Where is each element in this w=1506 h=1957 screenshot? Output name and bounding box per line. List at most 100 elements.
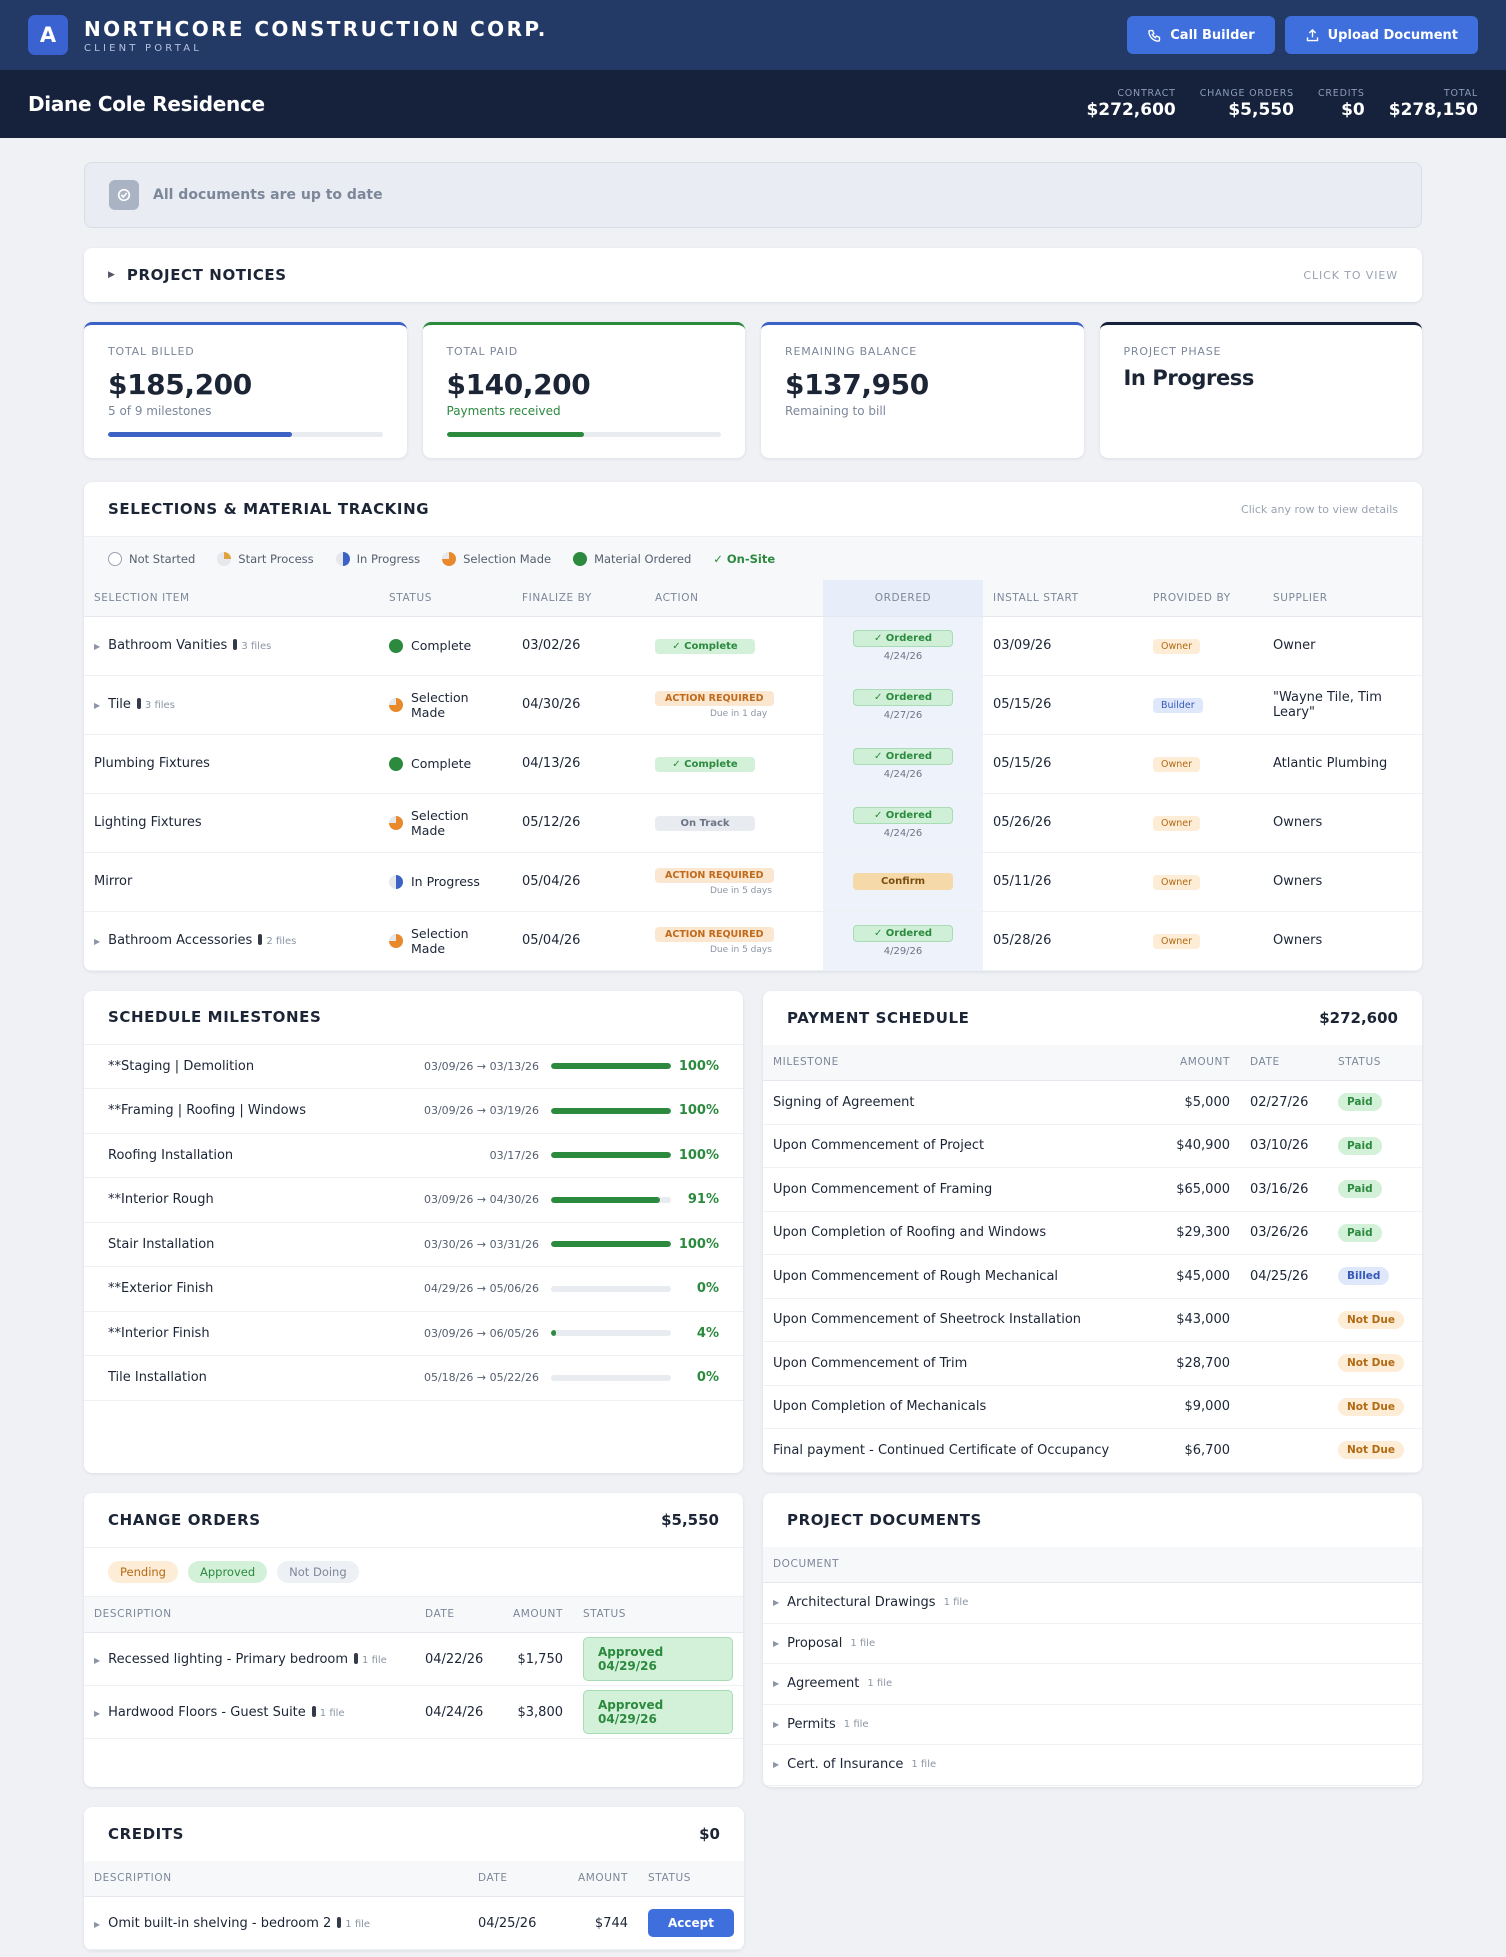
table-row[interactable]: ▶ Bathroom Vanities 3 files Complete 03/02… [84, 616, 1422, 676]
payment-status-badge: Not Due [1338, 1397, 1404, 1416]
total-label: CHANGE ORDERS [1199, 88, 1294, 99]
status-text: Complete [411, 756, 472, 771]
stat-value: $140,200 [446, 368, 591, 401]
stat-label: PROJECT PHASE [1123, 345, 1222, 358]
action-pill: ACTION REQUIRED [655, 868, 774, 883]
total-change-orders: CHANGE ORDERS $5,550 [1200, 88, 1294, 120]
ordered-date: 4/27/26 [883, 709, 923, 721]
status-dot [389, 933, 403, 948]
table-row[interactable]: Plumbing Fixtures Complete 04/13/26 ✓ Co… [84, 734, 1422, 794]
col-date: DATE [1240, 1044, 1328, 1081]
accept-credit-button[interactable]: Accept [648, 1909, 734, 1937]
stat-sub: 5 of 9 milestones [108, 404, 212, 418]
supplier: Atlantic Plumbing [1263, 734, 1422, 794]
legend-material-ordered: Material Ordered [573, 551, 691, 566]
action-pill: ✓ Complete [655, 756, 755, 772]
status-text: In Progress [411, 874, 480, 889]
confirm-order-button[interactable]: Confirm [853, 873, 953, 890]
call-builder-button[interactable]: Call Builder [1127, 16, 1275, 54]
caret-right-icon[interactable]: ▶ [94, 1919, 101, 1929]
credit-date: 04/25/26 [467, 1896, 568, 1950]
finalize-date: 04/30/26 [512, 675, 645, 735]
caret-right-icon[interactable]: ▶ [94, 642, 101, 651]
col-amount: AMOUNT [567, 1860, 639, 1897]
payment-amount: $28,700 [1150, 1341, 1240, 1386]
payment-milestone: Signing of Agreement [763, 1080, 1150, 1125]
billed-progress-bar [108, 432, 383, 437]
caret-right-icon[interactable]: ▶ [94, 937, 101, 946]
ordered-date: 4/24/26 [883, 768, 923, 780]
file-count: 2 files [266, 936, 297, 947]
stat-value: $137,950 [785, 368, 929, 401]
caret-right-icon[interactable]: ▶ [94, 1708, 101, 1718]
credit-description: Omit built-in shelving - bedroom 2 [108, 1915, 332, 1931]
table-row[interactable]: ▶ Hardwood Floors - Guest Suite 1 file 04/… [84, 1685, 743, 1739]
col-supplier: SUPPLIER [1263, 580, 1422, 617]
document-status-text: All documents are up to date [153, 187, 383, 203]
col-install-start: INSTALL START [983, 580, 1143, 617]
selection-item-name: Lighting Fixtures [94, 815, 202, 830]
milestone-name: **Interior Finish [108, 1325, 210, 1341]
file-icon [233, 639, 238, 650]
col-date: DATE [414, 1596, 503, 1633]
document-row[interactable]: ▶ Architectural Drawings 1 file [763, 1583, 1422, 1624]
file-count: 1 file [943, 1597, 969, 1609]
total-label: CREDITS [1317, 88, 1365, 99]
table-row[interactable]: ▶ Omit built-in shelving - bedroom 2 1 fil… [84, 1896, 744, 1950]
caret-right-icon[interactable]: ▶ [773, 1679, 780, 1689]
project-documents-panel: PROJECT DOCUMENTS DOCUMENT ▶ Architectur… [763, 1492, 1422, 1787]
milestone-dates: 03/30/26 → 03/31/26 [423, 1237, 539, 1251]
document-row[interactable]: ▶ Proposal 1 file [763, 1624, 1422, 1664]
file-count: 3 files [144, 700, 175, 711]
filter-approved[interactable]: Approved [187, 1560, 268, 1583]
caret-right-icon[interactable]: ▶ [773, 1638, 780, 1648]
table-row[interactable]: ▶ Tile 3 files Selection Made 04/30/26 ACT… [84, 675, 1422, 735]
milestone-name: **Exterior Finish [108, 1281, 214, 1297]
file-icon [311, 1705, 316, 1717]
credits-total: $0 [699, 1824, 720, 1843]
caret-right-icon[interactable]: ▶ [773, 1719, 780, 1729]
legend-not-started: Not Started [108, 551, 195, 566]
milestone-percent: 0% [696, 1370, 719, 1386]
caret-right-icon[interactable]: ▶ [773, 1598, 780, 1608]
payment-milestone: Final payment - Continued Certificate of… [763, 1428, 1150, 1473]
milestone-progress-bar [551, 1241, 671, 1248]
call-builder-label: Call Builder [1170, 27, 1255, 43]
finalize-date: 03/02/26 [512, 616, 645, 676]
change-order-filters: Pending Approved Not Doing [84, 1546, 743, 1597]
filter-not-doing[interactable]: Not Doing [277, 1560, 359, 1583]
legend-selection-made: Selection Made [442, 551, 551, 566]
total-credits: CREDITS $0 [1318, 88, 1365, 120]
document-row[interactable]: ▶ Permits 1 file [763, 1705, 1422, 1745]
payment-date: 03/26/26 [1240, 1211, 1328, 1255]
stat-sub: Payments received [446, 404, 561, 418]
upload-icon [1306, 28, 1318, 41]
caret-right-icon[interactable]: ▶ [94, 701, 101, 710]
filter-pending[interactable]: Pending [108, 1560, 178, 1583]
table-row: Upon Completion of Mechanicals $9,000 No… [763, 1385, 1422, 1429]
caret-right-icon[interactable]: ▶ [773, 1760, 780, 1770]
caret-right-icon[interactable]: ▶ [94, 1655, 101, 1665]
milestone-row: **Framing | Roofing | Windows 03/09/26 →… [84, 1089, 743, 1134]
supplier: Owners [1263, 793, 1422, 853]
payment-amount: $43,000 [1150, 1298, 1240, 1342]
table-row[interactable]: ▶ Recessed lighting - Primary bedroom 1 fi… [84, 1632, 743, 1686]
payment-date: 04/25/26 [1240, 1254, 1328, 1299]
col-status: STATUS [573, 1596, 743, 1633]
status-text: Selection Made [411, 807, 469, 838]
col-status: STATUS [638, 1860, 744, 1897]
payment-status-badge: Not Due [1338, 1310, 1404, 1329]
action-pill: On Track [655, 815, 755, 831]
payment-date: 02/27/26 [1240, 1080, 1328, 1125]
document-row[interactable]: ▶ Cert. of Insurance 1 file [763, 1745, 1422, 1786]
table-row[interactable]: ▶ Bathroom Accessories 2 files Selection M… [84, 911, 1422, 971]
project-notices-toggle[interactable]: ▶ PROJECT NOTICES CLICK TO VIEW [84, 248, 1422, 302]
upload-document-button[interactable]: Upload Document [1284, 16, 1478, 54]
col-ordered: ORDERED [823, 580, 983, 617]
document-row[interactable]: ▶ Agreement 1 file [763, 1664, 1422, 1705]
provided-by-badge: Owner [1153, 874, 1201, 890]
table-row[interactable]: Lighting Fixtures Selection Made 05/12/2… [84, 793, 1422, 853]
selection-item-name: Plumbing Fixtures [94, 756, 210, 771]
table-row[interactable]: Mirror In Progress 05/04/26 ACTION REQUI… [84, 852, 1422, 912]
ordered-pill: ✓ Ordered [853, 806, 953, 824]
